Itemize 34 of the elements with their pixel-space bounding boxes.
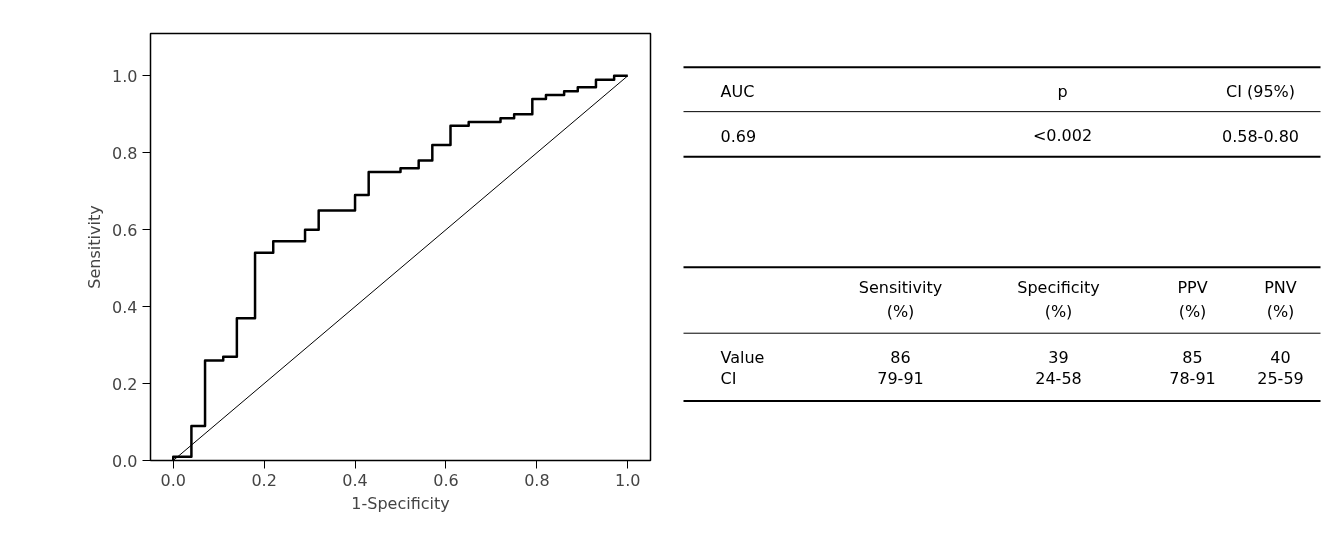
- text: 86: [890, 348, 911, 368]
- text: 79-91: [877, 369, 924, 389]
- text: 85: [1182, 348, 1203, 368]
- y-tick-label: 0.4: [112, 297, 138, 317]
- text: PPV (%): [1177, 277, 1208, 322]
- text: 78-91: [1169, 369, 1216, 389]
- text: 0.58-0.80: [1221, 126, 1300, 146]
- x-tick-label: 0.2: [251, 470, 277, 490]
- y-axis-title: Sensitivity: [85, 205, 105, 289]
- text: Sensitivity (%): [858, 277, 943, 322]
- x-tick-label: 0.6: [433, 470, 459, 490]
- text: p: [1057, 82, 1068, 102]
- text: 25-59: [1257, 369, 1304, 389]
- text: CI (95%): [1225, 82, 1296, 102]
- text: Value: [720, 347, 765, 367]
- x-tick-label: 0.8: [524, 470, 550, 490]
- y-tick-label: 1.0: [112, 66, 138, 86]
- y-tick-label: 0.2: [112, 374, 138, 394]
- y-tick-label: 0.8: [112, 143, 138, 163]
- text: PNV (%): [1264, 277, 1297, 322]
- x-tick-label: 0.0: [160, 470, 186, 490]
- y-tick-label: 0.0: [112, 451, 138, 471]
- text: 24-58: [1035, 369, 1082, 389]
- text: <0.002: [1032, 126, 1093, 146]
- x-tick-label: 1.0: [615, 470, 641, 490]
- y-tick-label: 0.6: [112, 220, 138, 240]
- text: 39: [1048, 348, 1069, 368]
- text: 40: [1270, 348, 1291, 368]
- text: Specificity (%): [1017, 277, 1100, 322]
- x-tick-label: 0.4: [342, 470, 368, 490]
- x-axis-title: 1-Specificity: [351, 493, 450, 513]
- text: 0.69: [720, 126, 757, 146]
- text: AUC: [720, 82, 755, 102]
- text: CI: [720, 368, 737, 388]
